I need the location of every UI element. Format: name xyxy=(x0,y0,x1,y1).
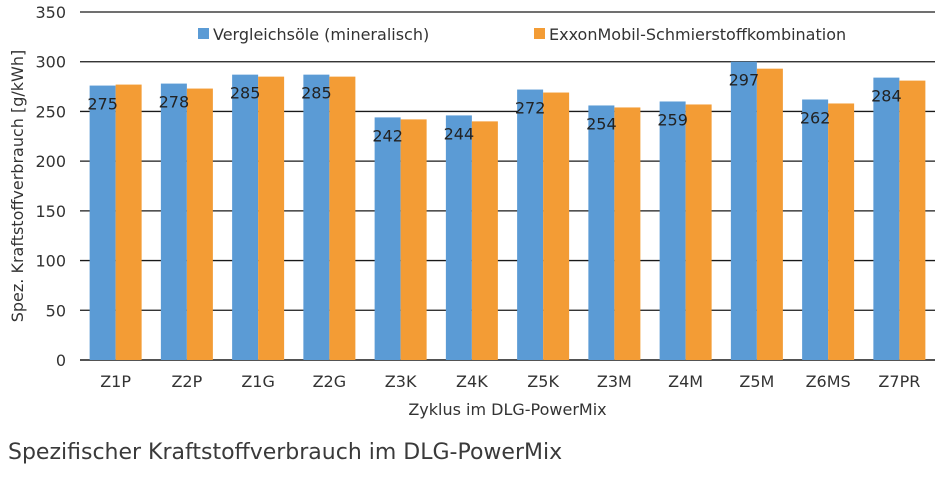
legend-item-vergleichsoele: Vergleichsöle (mineralisch) xyxy=(213,25,429,44)
bar-exxonmobil xyxy=(329,76,356,360)
y-tick-label: 100 xyxy=(35,252,66,271)
x-tick-label: Z3M xyxy=(597,372,632,391)
x-tick-label: Z3K xyxy=(385,372,417,391)
bar-exxonmobil xyxy=(685,104,712,361)
bar-exxonmobil xyxy=(543,92,570,360)
x-tick-label: Z6MS xyxy=(806,372,851,391)
data-label: 284 xyxy=(871,87,902,106)
x-axis-title: Zyklus im DLG-PowerMix xyxy=(408,400,606,419)
bar-exxonmobil xyxy=(828,103,855,360)
x-tick-label: Z4M xyxy=(668,372,703,391)
y-tick-label: 300 xyxy=(35,53,66,72)
data-label: 259 xyxy=(657,110,688,129)
data-label: 275 xyxy=(87,95,118,114)
data-label: 272 xyxy=(515,99,546,118)
y-tick-label: 150 xyxy=(35,202,66,221)
legend-swatch xyxy=(198,28,209,39)
bar-vergleichsoele xyxy=(730,61,757,360)
x-tick-label: Z1P xyxy=(100,372,131,391)
bar-vergleichsoele xyxy=(374,117,401,360)
bar-exxonmobil xyxy=(614,107,641,360)
x-tick-label: Z5K xyxy=(527,372,559,391)
bar-exxonmobil xyxy=(115,84,142,360)
x-tick-label: Z2G xyxy=(313,372,347,391)
bar-vergleichsoele xyxy=(588,105,615,360)
data-label: 285 xyxy=(230,84,261,103)
chart-caption: Spezifischer Kraftstoffverbrauch im DLG-… xyxy=(8,440,563,465)
data-label: 297 xyxy=(729,71,760,90)
bar-chart: 275 278 285 285 242 244 272 254 259 297 262 284 0 50… xyxy=(8,3,935,419)
bar-vergleichsoele xyxy=(802,99,829,361)
bar-exxonmobil xyxy=(258,76,285,360)
x-tick-label: Z1G xyxy=(241,372,275,391)
y-tick-label: 250 xyxy=(35,102,66,121)
bar-exxonmobil xyxy=(756,68,783,360)
data-label: 254 xyxy=(586,114,617,133)
bar-exxonmobil xyxy=(899,80,926,360)
x-tick-label: Z4K xyxy=(456,372,488,391)
data-label: 262 xyxy=(800,108,831,127)
y-tick-label: 0 xyxy=(56,351,66,370)
bar-exxonmobil xyxy=(400,119,427,360)
x-tick-label: Z5M xyxy=(739,372,774,391)
bar-vergleichsoele xyxy=(303,74,330,360)
y-tick-label: 50 xyxy=(46,301,66,320)
legend-swatch xyxy=(534,28,545,39)
data-label: 242 xyxy=(372,126,403,145)
bar-vergleichsoele xyxy=(232,74,259,360)
y-axis-title: Spez. Kraftstoffverbrauch [g/kWh] xyxy=(8,50,27,323)
bar-vergleichsoele xyxy=(659,101,686,360)
bar-vergleichsoele xyxy=(445,115,472,360)
bar-vergleichsoele xyxy=(517,89,544,360)
data-label: 244 xyxy=(444,124,475,143)
y-tick-label: 350 xyxy=(35,3,66,22)
bar-vergleichsoele xyxy=(89,85,116,360)
bar-exxonmobil xyxy=(471,121,498,360)
x-tick-label: Z7PR xyxy=(878,372,920,391)
data-label: 278 xyxy=(159,93,190,112)
bar-vergleichsoele xyxy=(873,77,900,360)
legend-item-exxonmobil: ExxonMobil-Schmierstoffkombination xyxy=(549,25,846,44)
y-tick-label: 200 xyxy=(35,152,66,171)
bar-vergleichsoele xyxy=(160,83,187,361)
data-label: 285 xyxy=(301,84,332,103)
x-tick-label: Z2P xyxy=(171,372,202,391)
bar-exxonmobil xyxy=(186,88,213,360)
